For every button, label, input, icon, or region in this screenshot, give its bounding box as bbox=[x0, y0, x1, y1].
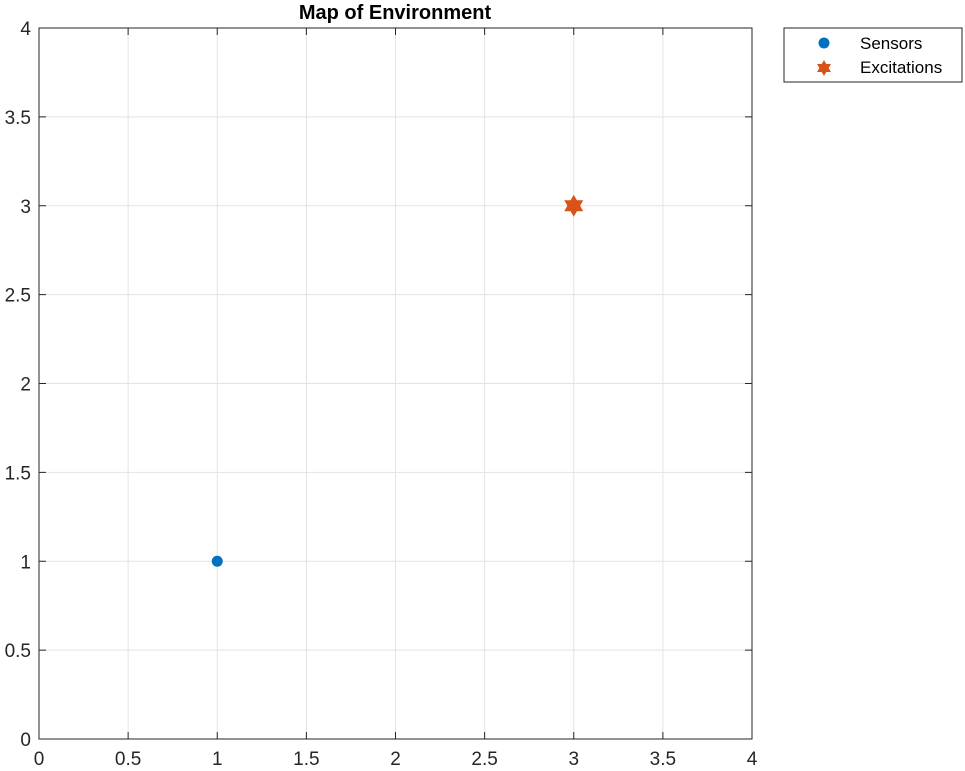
x-tick-label: 1.5 bbox=[293, 749, 319, 770]
y-tick-label: 3.5 bbox=[5, 108, 31, 129]
data-marks bbox=[211, 194, 584, 567]
legend-marker-sensors bbox=[818, 37, 830, 49]
y-tick-label: 1 bbox=[20, 552, 31, 573]
y-tick-label: 2 bbox=[20, 375, 31, 396]
y-tick-label: 2.5 bbox=[5, 286, 31, 307]
x-axis-tick-labels: 0 0.5 1 1.5 2 2.5 3 3.5 4 bbox=[34, 749, 758, 770]
x-tick-label: 1 bbox=[212, 749, 223, 770]
y-tick-label: 4 bbox=[20, 19, 31, 40]
sensors-point bbox=[211, 555, 223, 567]
excitations-point bbox=[564, 194, 584, 217]
x-tick-label: 0 bbox=[34, 749, 45, 770]
legend-label-sensors: Sensors bbox=[860, 34, 922, 53]
y-tick-label: 1.5 bbox=[5, 463, 31, 484]
x-tick-label: 2.5 bbox=[471, 749, 497, 770]
axis-ticks bbox=[38, 27, 753, 740]
legend: Sensors Excitations bbox=[783, 27, 963, 83]
x-tick-label: 4 bbox=[747, 749, 758, 770]
legend-label-excitations: Excitations bbox=[860, 58, 942, 77]
x-tick-label: 2 bbox=[390, 749, 401, 770]
y-tick-label: 0 bbox=[20, 730, 31, 751]
x-tick-label: 0.5 bbox=[115, 749, 141, 770]
chart-title: Map of Environment bbox=[299, 2, 492, 24]
x-tick-label: 3 bbox=[568, 749, 579, 770]
legend-marker-excitations bbox=[817, 59, 831, 77]
legend-box bbox=[783, 27, 963, 83]
y-tick-label: 0.5 bbox=[5, 641, 31, 662]
x-tick-label: 3.5 bbox=[650, 749, 676, 770]
y-tick-label: 3 bbox=[20, 197, 31, 218]
y-axis-tick-labels: 0 0.5 1 1.5 2 2.5 3 3.5 4 bbox=[5, 19, 32, 751]
